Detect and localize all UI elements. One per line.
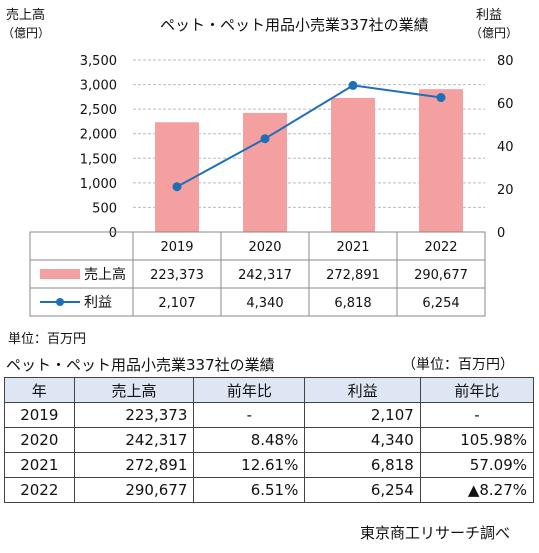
- line-data-label: 2,107: [158, 296, 195, 311]
- legend-label-sales: 売上高: [84, 266, 126, 283]
- table-row: 2020 242,317 8.48% 4,340 105.98%: [4, 427, 535, 453]
- results-table: 年 売上高 前年比 利益 前年比 2019 223,373 - 2,107 - …: [4, 377, 535, 503]
- header-sales-yoy: 前年比: [193, 377, 306, 403]
- source-note: 東京商工リサーチ調べ: [360, 524, 511, 542]
- left-tick-label: 2,000: [80, 128, 117, 143]
- bar: [331, 97, 375, 233]
- profit-point: [260, 134, 270, 144]
- left-tick-label: 3,000: [80, 79, 117, 94]
- line-data-label: 6,254: [422, 296, 459, 311]
- cell-profit-yoy: 105.98%: [419, 427, 535, 453]
- cell-sales-yoy: 12.61%: [193, 452, 306, 478]
- right-axis-title: 利益: [476, 8, 503, 23]
- combo-chart: 0 500 1,000 1,500 2,000 2,500 3,000 3,500 0 20 40 6…: [29, 54, 514, 317]
- chart-title: ペット・ペット用品小売業337社の業績: [160, 16, 429, 34]
- bar: [243, 112, 287, 232]
- x-tick-label: 2019: [160, 240, 193, 255]
- table-row: 2022 290,677 6.51% 6,254 ▲8.27%: [4, 477, 535, 503]
- table-unit: （単位：百万円）: [402, 357, 514, 373]
- cell-profit: 2,107: [304, 402, 421, 428]
- cell-year: 2021: [4, 452, 75, 478]
- line-data-label: 4,340: [246, 296, 283, 311]
- header-year: 年: [4, 377, 75, 403]
- legend-key-profit-marker: [56, 298, 64, 306]
- cell-profit: 6,818: [304, 452, 421, 478]
- bar-data-label: 223,373: [150, 268, 204, 283]
- bar-data-label: 272,891: [326, 268, 380, 283]
- line-data-label: 6,818: [334, 296, 371, 311]
- left-tick-label: 500: [92, 201, 117, 216]
- profit-line: [176, 84, 442, 188]
- cell-sales-yoy: 8.48%: [193, 427, 306, 453]
- cell-year: 2019: [4, 402, 75, 428]
- bar: [155, 122, 199, 232]
- right-axis-unit: （億円）: [470, 26, 519, 40]
- left-tick-label: 3,500: [80, 54, 117, 69]
- right-tick-label: 20: [497, 183, 514, 198]
- table-row: 2019 223,373 - 2,107 -: [4, 402, 535, 428]
- cell-sales: 223,373: [73, 402, 195, 428]
- cell-profit: 4,340: [304, 427, 421, 453]
- bar: [419, 89, 463, 232]
- cell-sales-yoy: 6.51%: [193, 477, 306, 503]
- cell-year: 2022: [4, 477, 75, 503]
- table-row: 2021 272,891 12.61% 6,818 57.09%: [4, 452, 535, 478]
- right-tick-label: 80: [497, 54, 514, 69]
- left-tick-label: 1,500: [80, 152, 117, 167]
- profit-point: [348, 80, 358, 90]
- left-tick-label: 2,500: [80, 103, 117, 118]
- right-tick-label: 40: [497, 140, 514, 155]
- header-profit-yoy: 前年比: [419, 377, 535, 403]
- cell-sales: 290,677: [73, 477, 195, 503]
- cell-profit: 6,254: [304, 477, 421, 503]
- right-tick-label: 60: [497, 97, 514, 112]
- cell-profit-yoy: -: [419, 402, 535, 428]
- profit-point: [436, 93, 446, 103]
- legend-key-sales: [40, 269, 80, 279]
- cell-sales-yoy: -: [193, 402, 306, 428]
- x-tick-label: 2022: [424, 240, 457, 255]
- table-title: ペット・ペット用品小売業337社の業績: [6, 356, 275, 374]
- x-tick-label: 2021: [336, 240, 369, 255]
- left-axis-unit: （億円）: [2, 26, 51, 40]
- header-profit: 利益: [304, 377, 421, 403]
- bar-data-label: 242,317: [238, 268, 292, 283]
- table-header-row: 年 売上高 前年比 利益 前年比: [4, 377, 535, 403]
- cell-sales: 272,891: [73, 452, 195, 478]
- cell-profit-yoy: 57.09%: [419, 452, 535, 478]
- left-axis-title: 売上高: [6, 8, 46, 23]
- cell-profit-yoy: ▲8.27%: [419, 477, 535, 503]
- chart-unit-note: 単位：百万円: [8, 332, 87, 347]
- cell-sales: 242,317: [73, 427, 195, 453]
- profit-point: [172, 182, 182, 192]
- right-tick-label: 0: [497, 226, 505, 241]
- legend-label-profit: 利益: [84, 295, 112, 311]
- x-tick-label: 2020: [248, 240, 281, 255]
- bar-data-label: 290,677: [414, 268, 468, 283]
- left-tick-label: 0: [109, 226, 117, 241]
- data-table-border: [29, 231, 486, 317]
- left-tick-label: 1,000: [80, 177, 117, 192]
- header-sales: 売上高: [73, 377, 195, 403]
- cell-year: 2020: [4, 427, 75, 453]
